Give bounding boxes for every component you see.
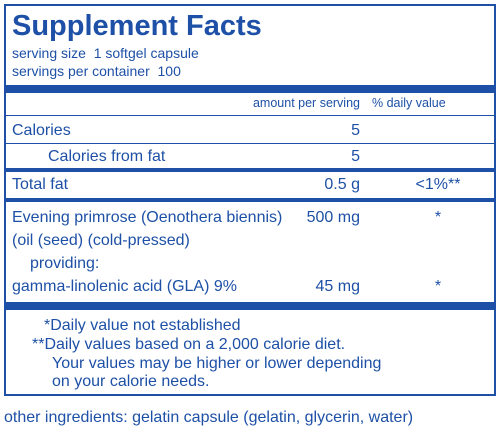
row-amount: 500 mg [306, 209, 360, 226]
footnote: **Daily values based on a 2,000 calorie … [32, 336, 346, 353]
row-amount: 0.5 g [324, 176, 360, 193]
header-daily-value: % daily value [372, 96, 446, 110]
row-daily-value: <1%** [415, 176, 461, 193]
row-label: Evening primrose (Oenothera biennis) [12, 209, 283, 226]
thick-rule [6, 85, 494, 93]
row-label: Calories [12, 122, 71, 139]
label-box [4, 4, 496, 396]
footnote: Your values may be higher or lower depen… [52, 355, 382, 372]
row-daily-value: * [434, 209, 442, 226]
row-label: (oil (seed) (cold-pressed) [12, 232, 190, 249]
thick-rule [6, 302, 494, 310]
row-label: gamma-linolenic acid (GLA) 9% [12, 278, 237, 295]
row-label: Calories from fat [48, 148, 166, 165]
servings-per-container: servings per container 100 [12, 63, 181, 79]
medium-rule [6, 198, 494, 202]
row-label: providing: [30, 255, 100, 272]
serving-size: serving size 1 softgel capsule [12, 45, 199, 61]
row-amount: 45 mg [315, 278, 360, 295]
row-daily-value: * [434, 278, 442, 295]
title: Supplement Facts [12, 10, 262, 42]
row-amount: 5 [351, 122, 360, 139]
thin-rule [6, 143, 494, 144]
footnote: *Daily value not established [44, 317, 241, 334]
medium-rule [6, 168, 494, 172]
header-amount: amount per serving [252, 96, 360, 110]
other-ingredients: other ingredients: gelatin capsule (gela… [4, 409, 414, 426]
row-amount: 5 [351, 148, 360, 165]
row-label: Total fat [12, 176, 69, 193]
thin-rule [6, 115, 494, 116]
footnote: on your calorie needs. [52, 373, 210, 390]
